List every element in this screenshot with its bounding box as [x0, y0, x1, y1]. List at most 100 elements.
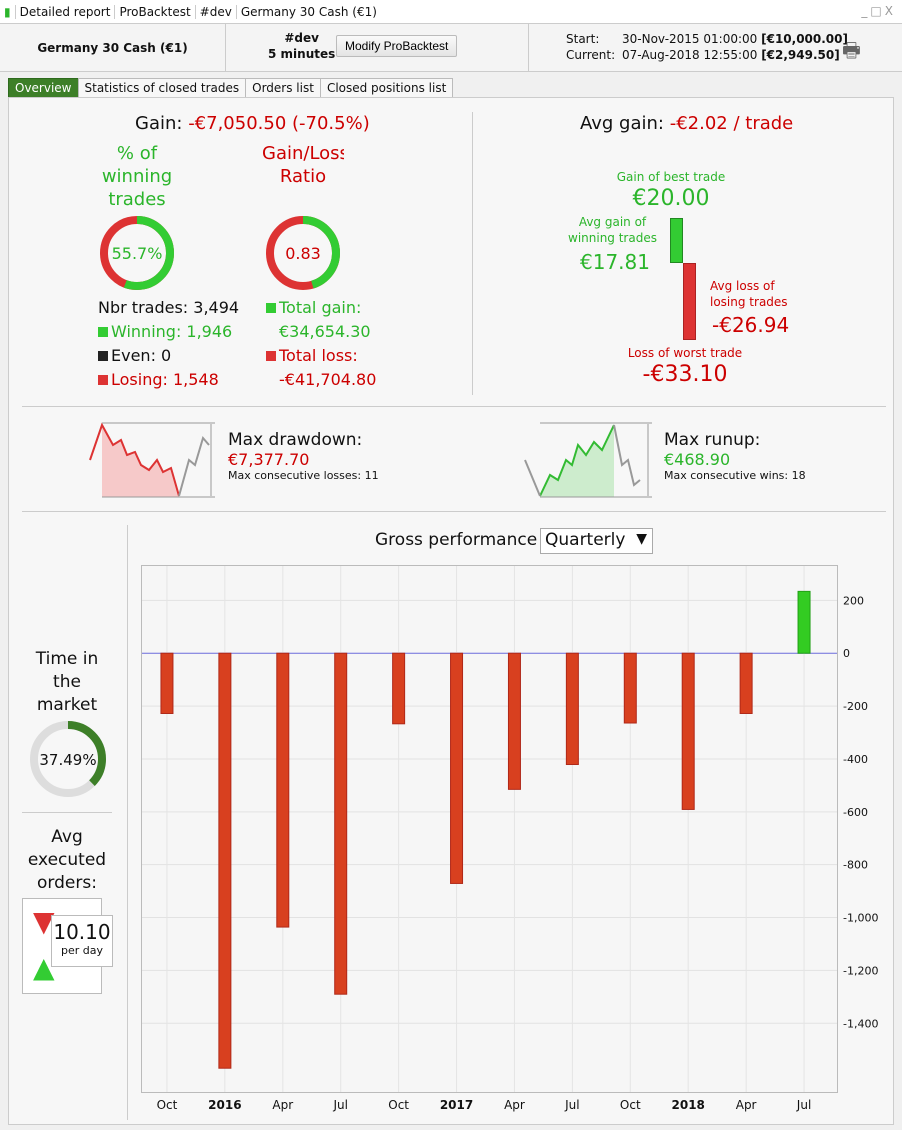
runup-sparkline — [524, 422, 652, 498]
y-tick-label: -600 — [843, 806, 868, 819]
y-tick-label: -200 — [843, 700, 868, 713]
x-tick-label: Oct — [620, 1098, 641, 1112]
max-consec-wins: Max consecutive wins: 18 — [664, 469, 806, 482]
chart-title: Gross performance — [375, 530, 538, 550]
win-pct-value: 55.7% — [112, 244, 163, 263]
title-system: #dev — [196, 4, 237, 19]
total-gain: €34,654.30 — [279, 322, 371, 341]
orders-card: ▼ ▲ 10.10 per day — [22, 898, 113, 994]
instrument-name: Germany 30 Cash (€1) — [0, 24, 226, 72]
runup-value: €468.90 — [664, 450, 731, 469]
avg-win-label: Avg gain of winning trades — [568, 215, 657, 245]
x-tick-label: Jul — [796, 1098, 811, 1112]
x-tick-label: Apr — [504, 1098, 525, 1112]
orders-unit: per day — [60, 944, 103, 957]
best-trade-value: €20.00 — [632, 186, 710, 211]
period-value: Quarterly — [545, 530, 626, 550]
app-icon: ▮ — [0, 4, 16, 19]
nbr-trades: Nbr trades: 3,494 — [98, 298, 240, 317]
losing-count: Losing: 1,548 — [111, 370, 219, 389]
time-in-market-label: Time in the market — [35, 649, 99, 715]
bar-2016 — [218, 652, 232, 1069]
drawdown-value: €7,377.70 — [228, 450, 310, 469]
y-tick-label: -1,200 — [843, 964, 878, 977]
drawdown-label: Max drawdown: — [228, 430, 363, 450]
gain-row: Gain: -€7,050.50 (-70.5%) — [135, 113, 370, 134]
y-tick-label: -400 — [843, 753, 868, 766]
bar-apr — [507, 652, 521, 790]
avg-gain-label: Avg gain: — [580, 113, 664, 134]
winning-count: Winning: 1,946 — [111, 322, 233, 341]
chevron-down-icon: ▼ — [636, 531, 647, 547]
win-pct-title: % of winning trades — [101, 143, 173, 210]
x-tick-label: 2017 — [440, 1098, 473, 1112]
title-bar: ▮ Detailed report ProBacktest #dev Germa… — [0, 0, 902, 24]
bar-jul — [797, 590, 811, 654]
x-tick-label: Oct — [388, 1098, 409, 1112]
maximize-icon[interactable]: □ — [870, 4, 885, 18]
current-date: 07-Aug-2018 12:55:00 — [622, 48, 758, 62]
total-loss-label: Total loss: — [279, 346, 358, 365]
header: Germany 30 Cash (€1) #dev 5 minutes Modi… — [0, 24, 902, 72]
modify-probacktest-button[interactable]: Modify ProBacktest — [336, 35, 458, 57]
tab-closed-positions[interactable]: Closed positions list — [319, 78, 454, 98]
bar-apr — [739, 652, 753, 714]
tab-orders-list[interactable]: Orders list — [245, 78, 321, 98]
avg-orders-label: Avg executed orders: — [27, 827, 107, 893]
arrow-down-icon: ▼ — [33, 905, 55, 938]
ratio-donut: 0.83 — [266, 216, 340, 290]
y-tick-label: 0 — [843, 647, 850, 660]
time-in-market-value: 37.49% — [39, 751, 96, 769]
start-value: [€10,000.00] — [761, 32, 848, 46]
avg-win-bar — [670, 218, 683, 263]
print-icon[interactable]: 🖶 — [842, 38, 861, 62]
bar-jul — [565, 652, 579, 766]
y-tick-label: -800 — [843, 859, 868, 872]
win-pct-donut: 55.7% — [100, 216, 174, 290]
best-trade-label: Gain of best trade — [616, 170, 726, 184]
x-tick-label: Jul — [332, 1098, 347, 1112]
tab-overview[interactable]: Overview — [8, 78, 79, 98]
bar-2018 — [681, 652, 695, 810]
avg-gain-value: -€2.02 / trade — [669, 113, 794, 134]
avg-loss-bar — [683, 263, 696, 340]
even-count: Even: 0 — [111, 346, 172, 365]
total-gain-label: Total gain: — [279, 298, 362, 317]
arrow-up-icon: ▲ — [33, 951, 55, 984]
tab-bar: Overview Statistics of closed trades Ord… — [8, 78, 454, 98]
close-icon[interactable]: X — [884, 4, 896, 18]
avg-loss-value: -€26.94 — [712, 313, 790, 337]
bar-oct — [160, 652, 174, 714]
y-tick-label: 200 — [843, 594, 864, 607]
avg-win-value: €17.81 — [580, 250, 650, 274]
x-tick-label: 2016 — [208, 1098, 241, 1112]
avg-gain-row: Avg gain: -€2.02 / trade — [580, 113, 793, 134]
time-in-market-donut: 37.49% — [30, 721, 106, 797]
gain-value: -€7,050.50 (-70.5%) — [188, 113, 370, 134]
y-tick-label: -1,400 — [843, 1017, 878, 1030]
x-tick-label: Oct — [157, 1098, 178, 1112]
bar-2017 — [450, 652, 464, 884]
total-loss: -€41,704.80 — [279, 370, 377, 389]
title-instrument: Germany 30 Cash (€1) — [240, 4, 377, 19]
ratio-title: Gain/Loss Ratio — [262, 143, 344, 187]
start-date: 30-Nov-2015 01:00:00 — [622, 32, 758, 46]
drawdown-sparkline — [89, 422, 215, 498]
worst-trade-value: -€33.10 — [642, 362, 728, 387]
gain-label: Gain: — [135, 113, 183, 134]
bar-apr — [276, 652, 290, 928]
start-label: Start: — [566, 32, 600, 46]
period-select[interactable]: Quarterly ▼ — [540, 528, 653, 554]
current-value: [€2,949.50] — [761, 48, 840, 62]
timeframe: 5 minutes — [268, 47, 336, 61]
title-report: Detailed report — [16, 4, 116, 19]
x-tick-label: Apr — [272, 1098, 293, 1112]
title-mode: ProBacktest — [115, 4, 196, 19]
x-tick-label: 2018 — [672, 1098, 705, 1112]
worst-trade-label: Loss of worst trade — [627, 346, 743, 360]
bar-oct — [623, 652, 637, 724]
current-label: Current: — [566, 48, 616, 62]
avg-loss-label: Avg loss of losing trades — [710, 279, 788, 309]
minimize-icon[interactable]: _ — [861, 4, 871, 18]
bar-jul — [334, 652, 348, 995]
